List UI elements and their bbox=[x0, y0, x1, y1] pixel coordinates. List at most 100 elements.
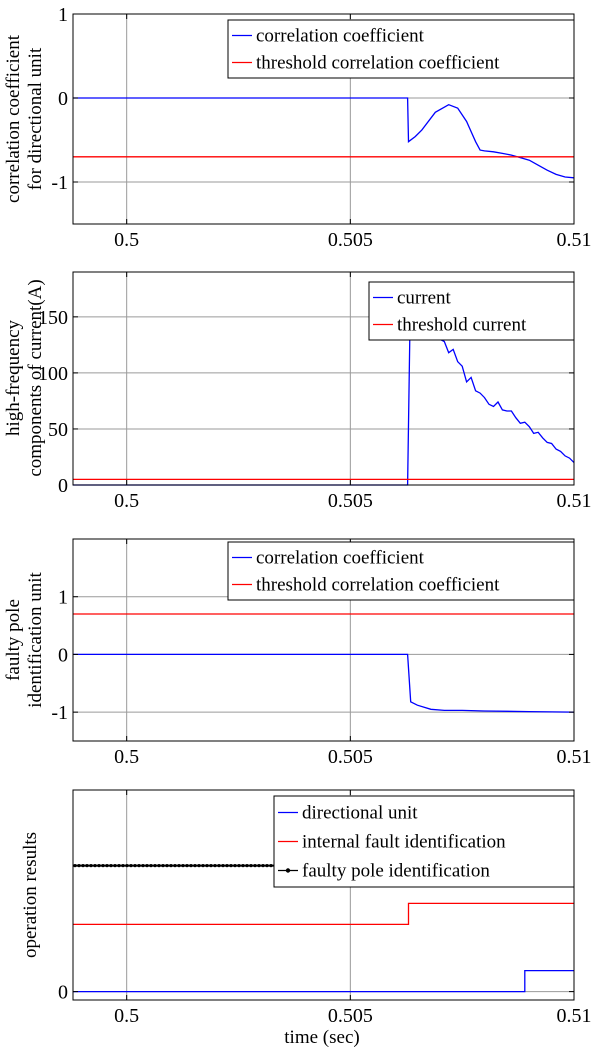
panel-4: 0.5 0.505 0.51 0 operation results directiona… bbox=[20, 789, 592, 1027]
y-tick-label: 1 bbox=[58, 587, 68, 609]
series-marker bbox=[117, 864, 121, 868]
series-marker bbox=[269, 864, 273, 868]
y-tick-label: -1 bbox=[51, 172, 68, 194]
axes-frame bbox=[72, 271, 575, 486]
axes-frame bbox=[72, 13, 575, 225]
series-marker bbox=[165, 864, 169, 868]
y-axis-label: high-frequency bbox=[3, 319, 24, 436]
axes-frame bbox=[72, 789, 575, 1001]
x-axis-label: time (sec) bbox=[284, 1027, 359, 1047]
legend-label: directional unit bbox=[302, 803, 418, 824]
series-marker bbox=[237, 864, 241, 868]
series-marker bbox=[133, 864, 137, 868]
series-marker bbox=[169, 864, 173, 868]
series-marker bbox=[209, 864, 213, 868]
legend-box bbox=[227, 541, 575, 601]
series-marker bbox=[93, 864, 97, 868]
series-marker bbox=[85, 864, 89, 868]
series-marker bbox=[253, 864, 257, 868]
series-marker bbox=[109, 864, 113, 868]
legend-label: threshold correlation coefficient bbox=[256, 53, 500, 74]
panel-3: 0.5 0.505 0.51 -1 0 1 faulty pole identificatio… bbox=[3, 538, 592, 768]
x-tick-label: 0.5 bbox=[114, 490, 139, 512]
panel-1: 0.5 0.505 0.51 -1 0 1 correlation coefficient f… bbox=[3, 4, 592, 251]
y-axis-label: components of current(A) bbox=[25, 279, 46, 476]
y-tick-label: 0 bbox=[58, 88, 68, 110]
series-marker bbox=[153, 864, 157, 868]
series-marker bbox=[81, 864, 85, 868]
x-tick-label: 0.5 bbox=[114, 1005, 139, 1027]
y-tick-label: 150 bbox=[38, 307, 68, 329]
x-tick-label: 0.505 bbox=[328, 746, 373, 768]
series-marker bbox=[193, 864, 197, 868]
legend-label: internal fault identification bbox=[302, 832, 506, 853]
y-axis-label: operation results bbox=[20, 832, 41, 958]
x-tick-label: 0.505 bbox=[328, 490, 373, 512]
y-axis-label: for directional unit bbox=[25, 47, 46, 190]
legend-label: correlation coefficient bbox=[256, 548, 425, 569]
series-marker bbox=[217, 864, 221, 868]
series-line-1 bbox=[73, 969, 574, 993]
legend-marker bbox=[285, 868, 291, 873]
series-marker bbox=[265, 864, 269, 868]
y-tick-label: 0 bbox=[58, 644, 68, 666]
series-marker bbox=[229, 864, 233, 868]
x-tick-label: 0.5 bbox=[114, 746, 139, 768]
series-line-2 bbox=[73, 902, 574, 926]
x-tick-label: 0.505 bbox=[328, 229, 373, 251]
series-line-1 bbox=[73, 97, 575, 179]
series-marker bbox=[249, 864, 253, 868]
x-tick-label: 0.5 bbox=[114, 229, 139, 251]
series-marker bbox=[101, 864, 105, 868]
y-axis-label: identification unit bbox=[25, 571, 46, 707]
y-tick-label: 1 bbox=[58, 4, 68, 26]
legend-box bbox=[227, 19, 575, 79]
x-tick-label: 0.51 bbox=[557, 490, 592, 512]
legend-label: threshold current bbox=[397, 315, 527, 336]
panel-2: 0.5 0.505 0.51 0 50 100 150 high-frequency compo… bbox=[3, 271, 592, 512]
series-marker bbox=[121, 864, 125, 868]
y-tick-label: 0 bbox=[58, 982, 68, 1004]
series-line-1 bbox=[73, 653, 575, 713]
series-marker bbox=[245, 864, 249, 868]
series-marker bbox=[113, 864, 117, 868]
x-tick-label: 0.51 bbox=[557, 229, 592, 251]
series-marker bbox=[105, 864, 109, 868]
series-marker bbox=[233, 864, 237, 868]
legend-label: correlation coefficient bbox=[256, 26, 425, 47]
y-tick-label: 50 bbox=[48, 419, 68, 441]
series-marker bbox=[225, 864, 229, 868]
series-marker bbox=[177, 864, 181, 868]
legend-box bbox=[273, 795, 575, 888]
series-marker bbox=[185, 864, 189, 868]
legend-label: current bbox=[397, 288, 452, 309]
series-marker bbox=[181, 864, 185, 868]
legend-label: faulty pole identification bbox=[302, 861, 490, 882]
series-marker bbox=[161, 864, 165, 868]
series-marker bbox=[137, 864, 141, 868]
series-marker bbox=[201, 864, 205, 868]
x-tick-label: 0.51 bbox=[557, 746, 592, 768]
series-marker bbox=[221, 864, 225, 868]
y-axis-label: faulty pole bbox=[3, 599, 24, 681]
series-marker bbox=[89, 864, 93, 868]
series-marker bbox=[129, 864, 133, 868]
series-marker bbox=[189, 864, 193, 868]
series-marker bbox=[149, 864, 153, 868]
series-marker bbox=[197, 864, 201, 868]
x-tick-label: 0.505 bbox=[328, 1005, 373, 1027]
series-marker bbox=[173, 864, 177, 868]
x-tick-label: 0.51 bbox=[557, 1005, 592, 1027]
y-tick-label: 100 bbox=[38, 363, 68, 385]
axes-frame bbox=[72, 538, 575, 742]
series-marker bbox=[97, 864, 101, 868]
series-marker bbox=[213, 864, 217, 868]
series-marker bbox=[141, 864, 145, 868]
legend-box bbox=[368, 281, 575, 341]
y-tick-label: -1 bbox=[51, 702, 68, 724]
series-marker bbox=[257, 864, 261, 868]
series-marker bbox=[73, 864, 77, 868]
y-tick-label: 0 bbox=[58, 475, 68, 497]
series-marker bbox=[77, 864, 81, 868]
